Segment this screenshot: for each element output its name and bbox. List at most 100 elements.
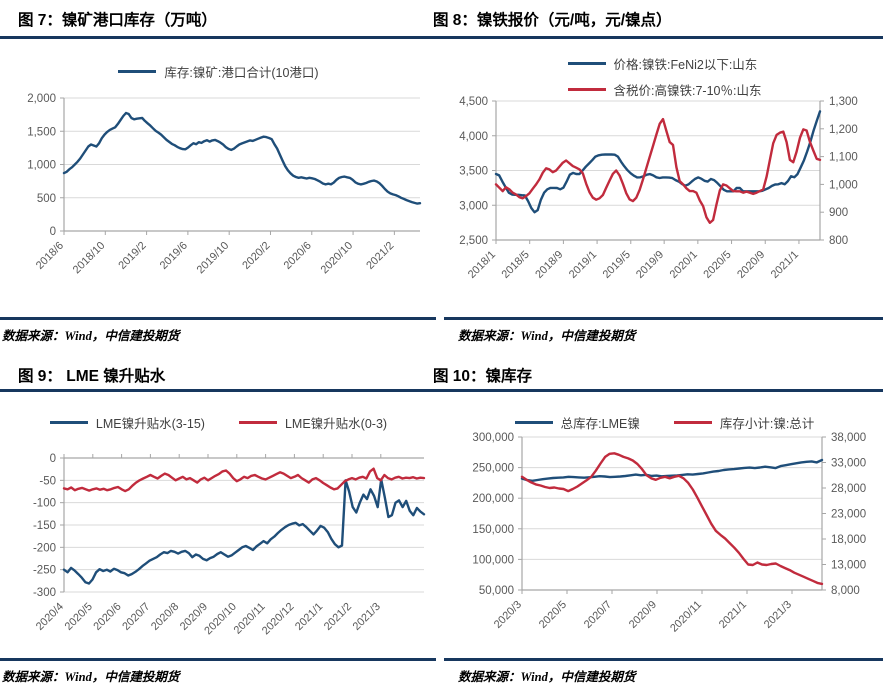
x-axis-label: 2021/3 [762,599,794,631]
x-axis-label: 2020/12 [260,601,297,638]
y-axis-label: -100 [33,498,56,510]
y-axis-label: 3,500 [459,166,488,178]
x-axis-label: 2019/9 [634,249,666,281]
figure-7-legend: 库存:镍矿:港口合计(10港口) [0,62,437,81]
legend-line-swatch [673,420,712,425]
legend-label: 总库存:LME镍 [560,417,640,431]
right-axis-label: 33,000 [831,458,866,470]
legend-label: LME镍升贴水(0-3) [284,417,388,431]
series-line [520,452,824,586]
x-axis-label: 2020/2 [240,240,272,272]
title-underline [0,389,883,392]
section-divider [0,658,436,661]
x-axis-label: 2018/5 [500,249,532,281]
legend-label: 库存:镍矿:港口合计(10港口) [164,66,319,80]
x-axis-label: 2020/7 [582,599,614,631]
figure-8-source: 数据来源：Wind，中信建投期货 [458,329,636,343]
section-divider [0,317,436,320]
y-axis-label: 200,000 [472,493,514,505]
legend-line-swatch [567,87,606,92]
legend-item: 库存:镍矿:港口合计(10港口) [118,62,319,81]
legend-label: 含税价:高镍铁:7-10％:山东 [613,84,762,98]
figure-8-plot: 2,500 3,000 3,500 4,000 4,500 800 900 1,000 1,10… [459,96,858,281]
y-axis-label: 50,000 [479,585,514,597]
legend-label: 价格:镍铁:FeNi2以下:山东 [613,58,758,72]
series-line [520,458,824,483]
x-axis-label: 2018/1 [466,249,498,281]
x-axis-label: 2019/10 [195,240,232,277]
right-axis-label: 1,300 [829,96,858,108]
x-axis-label: 2021/1 [769,249,801,281]
y-axis-label: 250,000 [472,463,514,475]
x-axis-label: 2020/7 [120,601,152,633]
right-axis-label: 900 [829,207,848,219]
figure-9-chart: LME镍升贴水(3-15) LME镍升贴水(0-3) -300 -250 -200 -1… [0,397,437,655]
figure-9-legend: LME镍升贴水(3-15) LME镍升贴水(0-3) [0,413,437,432]
right-axis-label: 23,000 [831,509,866,521]
figure-8-legend: 价格:镍铁:FeNi2以下:山东 含税价:高镍铁:7-10％:山东 [567,54,762,99]
legend-item: 含税价:高镍铁:7-10％:山东 [567,80,762,99]
x-axis-label: 2020/11 [668,599,704,635]
y-axis-label: -50 [39,475,56,487]
figure-10-source: 数据来源：Wind，中信建投期货 [458,670,636,684]
x-axis-label: 2020/8 [149,601,181,633]
x-axis-label: 2021/3 [351,601,383,633]
y-axis-label: 2,000 [27,93,56,105]
x-axis-label: 2018/9 [533,249,565,281]
figure-9-source: 数据来源：Wind，中信建投期货 [2,670,180,684]
right-axis-label: 18,000 [831,534,866,546]
legend-item: LME镍升贴水(3-15) [49,413,205,432]
y-axis-label: -300 [33,587,56,599]
legend-line-swatch [514,420,553,425]
x-axis-label: 2020/9 [735,249,767,281]
legend-line-swatch [238,420,277,425]
y-axis-label: 1,000 [27,160,56,172]
y-axis-label: 1,500 [27,126,56,138]
figure-7-chart: 库存:镍矿:港口合计(10港口) 0 500 1,000 1,500 2,000 2018… [0,46,437,310]
y-axis-label: -250 [33,565,56,577]
series-line [62,478,426,585]
y-axis-label: 150,000 [472,524,514,536]
y-axis-label: 4,500 [459,96,488,108]
series-line [494,117,822,225]
x-axis-label: 2019/1 [567,249,599,281]
y-axis-label: 0 [50,453,56,465]
x-axis-label: 2019/6 [158,240,190,272]
x-axis-label: 2020/3 [492,599,524,631]
figure-7-source: 数据来源：Wind，中信建投期货 [2,329,180,343]
x-axis-label: 2020/6 [282,240,314,272]
right-axis-label: 1,200 [829,124,858,136]
y-axis-label: -200 [33,542,56,554]
right-axis-label: 1,000 [829,179,858,191]
x-axis-label: 2020/1 [668,249,700,281]
legend-item: 库存小计:镍:总计 [673,413,814,432]
right-axis-label: 8,000 [831,585,860,597]
x-axis-label: 2019/5 [601,249,633,281]
legend-item: LME镍升贴水(0-3) [238,413,388,432]
y-axis-label: -150 [33,520,56,532]
y-axis-label: 500 [37,193,56,205]
y-axis-label: 2,500 [459,235,488,247]
legend-line-swatch [49,420,88,425]
x-axis-label: 2020/5 [701,249,733,281]
x-axis-label: 2018/10 [71,240,108,277]
figure-10-chart: 总库存:LME镍 库存小计:镍:总计 50,000 100,000 150,000 20… [446,397,883,655]
right-axis-label: 38,000 [831,432,866,444]
x-axis-label: 2021/2 [322,601,354,633]
figure-10-plot: 50,000 100,000 150,000 200,000 250,000 300,00… [472,432,866,635]
x-axis-label: 2020/5 [63,601,95,633]
right-axis-label: 1,100 [829,152,858,164]
figure-10-legend: 总库存:LME镍 库存小计:镍:总计 [446,413,883,432]
x-axis-label: 2019/2 [116,240,148,272]
legend-line-swatch [567,61,606,66]
x-axis-label: 2020/5 [537,599,569,631]
section-divider [444,317,883,320]
title-underline [0,36,883,39]
series-line [62,111,422,205]
series-line [62,467,426,493]
figure-9-title: 图 9： LME 镍升贴水 [18,368,166,385]
x-axis-label: 2020/4 [34,601,66,633]
x-axis-label: 2020/6 [91,601,123,633]
x-axis-label: 2021/2 [364,240,396,272]
figure-8-title: 图 8：镍铁报价（元/吨，元/镍点） [433,12,672,29]
